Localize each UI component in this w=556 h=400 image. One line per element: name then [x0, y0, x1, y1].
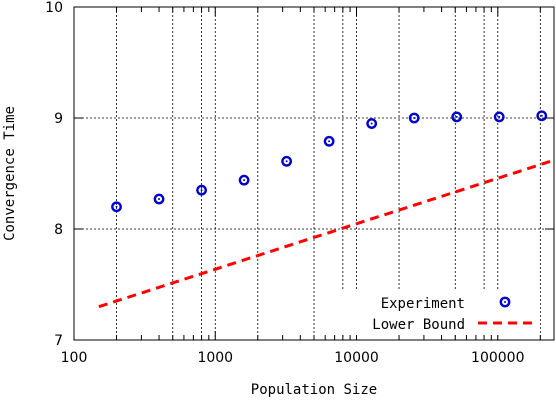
y-axis-title: Convergence Time — [2, 106, 18, 241]
point-ring — [451, 111, 463, 123]
lower-bound-line — [98, 158, 555, 309]
point-ring — [323, 135, 335, 147]
point-ring — [366, 118, 378, 129]
experiment-point — [153, 193, 165, 205]
axis-ticks — [73, 6, 554, 341]
point-center — [115, 205, 118, 208]
point-center — [158, 198, 161, 201]
lower-bound-series — [98, 158, 555, 309]
legend-label-experiment: Experiment — [381, 296, 465, 312]
experiment-series — [111, 110, 548, 213]
x-tick-label: 100 — [61, 350, 88, 366]
experiment-point — [536, 110, 548, 122]
point-ring — [238, 174, 250, 186]
point-ring — [281, 155, 293, 167]
experiment-point — [238, 174, 250, 186]
experiment-point — [111, 201, 122, 213]
point-center — [504, 301, 506, 303]
experiment-point — [196, 184, 207, 196]
y-tick-label: 10 — [45, 0, 63, 16]
experiment-point — [451, 111, 463, 123]
y-tick-label: 9 — [54, 111, 63, 127]
point-center — [285, 160, 288, 163]
point-center — [540, 114, 543, 117]
legend-marker-experiment — [499, 296, 511, 308]
x-tick-label: 100000 — [471, 350, 524, 366]
point-center — [200, 189, 203, 192]
y-tick-label: 7 — [54, 333, 63, 349]
point-center — [243, 179, 246, 182]
point-center — [498, 115, 501, 118]
experiment-point — [323, 135, 335, 147]
legend-point — [499, 296, 511, 308]
experiment-point — [408, 112, 420, 124]
point-ring — [408, 112, 420, 124]
tick-labels: 100 1000 10000 100000 7 8 9 10 — [45, 0, 524, 366]
point-center — [328, 140, 331, 143]
experiment-point — [366, 118, 378, 129]
x-tick-label: 1000 — [197, 350, 233, 366]
grid-lines — [74, 7, 554, 340]
point-ring — [196, 184, 207, 196]
point-ring — [536, 110, 548, 122]
y-tick-label: 8 — [54, 222, 63, 238]
point-center — [413, 117, 416, 119]
point-center — [455, 115, 458, 118]
x-tick-label: 10000 — [334, 350, 379, 366]
point-ring — [153, 193, 165, 205]
point-ring — [111, 201, 122, 213]
point-center — [370, 122, 373, 125]
experiment-point — [281, 155, 293, 167]
point-ring — [493, 111, 505, 123]
point-ring — [499, 296, 511, 308]
legend: Experiment Lower Bound — [334, 289, 540, 335]
experiment-point — [493, 111, 505, 123]
legend-label-lower-bound: Lower Bound — [372, 317, 465, 333]
x-axis-title: Population Size — [251, 382, 377, 398]
